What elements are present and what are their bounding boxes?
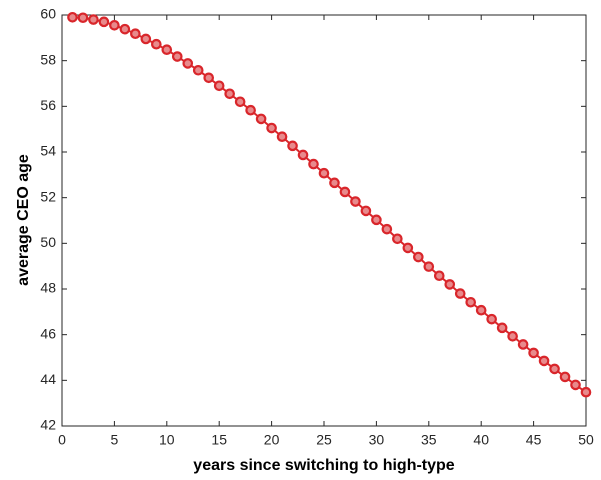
marker — [538, 355, 550, 367]
x-axis-label: years since switching to high-type — [193, 457, 454, 474]
marker — [580, 386, 592, 398]
marker — [444, 279, 456, 290]
marker — [151, 38, 162, 50]
plot-area — [61, 14, 587, 427]
y-tick-label: 60 — [40, 6, 56, 22]
x-tick-label: 5 — [111, 432, 119, 448]
marker — [517, 339, 529, 350]
x-tick-label: 40 — [473, 432, 489, 448]
y-axis-label: average CEO age — [15, 154, 32, 286]
y-tick-label: 44 — [40, 371, 56, 387]
marker — [287, 140, 298, 152]
y-tick-label: 46 — [40, 325, 56, 341]
marker — [98, 16, 110, 28]
marker — [255, 113, 267, 125]
marker — [192, 64, 204, 76]
y-tick-label: 42 — [40, 417, 56, 433]
y-tick-label: 48 — [40, 280, 56, 296]
marker — [161, 44, 173, 56]
marker — [308, 158, 319, 170]
x-tick-label: 25 — [316, 432, 332, 448]
marker — [350, 196, 361, 207]
x-tick-label: 10 — [159, 432, 175, 448]
marker — [213, 80, 225, 92]
marker — [109, 19, 120, 31]
marker — [203, 72, 215, 84]
marker — [224, 88, 235, 100]
marker — [413, 251, 424, 263]
marker — [486, 313, 497, 325]
x-tick-label: 30 — [369, 432, 385, 448]
marker — [339, 186, 351, 198]
marker — [234, 96, 246, 108]
marker — [570, 379, 581, 391]
marker — [392, 233, 403, 245]
marker — [454, 288, 466, 299]
marker — [67, 11, 78, 23]
y-tick-label: 58 — [40, 51, 56, 67]
marker — [266, 122, 277, 134]
marker — [381, 223, 393, 235]
x-tick-label: 0 — [58, 432, 66, 448]
marker — [475, 304, 487, 316]
y-tick-label: 54 — [40, 143, 56, 159]
marker — [140, 33, 152, 45]
y-tick-label: 52 — [40, 188, 56, 204]
marker — [496, 322, 508, 334]
marker — [528, 347, 539, 359]
marker — [130, 28, 141, 40]
marker — [559, 371, 571, 383]
marker — [276, 131, 288, 143]
marker — [402, 242, 414, 254]
marker — [182, 58, 194, 69]
y-tick-label: 56 — [40, 97, 56, 113]
x-tick-label: 50 — [578, 432, 594, 448]
marker — [245, 104, 256, 116]
x-tick-label: 35 — [421, 432, 437, 448]
marker — [465, 296, 477, 308]
marker — [371, 214, 382, 226]
marker — [549, 363, 560, 375]
marker — [77, 12, 89, 24]
marker — [119, 23, 131, 35]
marker — [507, 330, 518, 342]
x-tick-label: 45 — [526, 432, 542, 448]
marker — [88, 14, 99, 25]
marker — [318, 167, 330, 179]
marker — [297, 149, 309, 161]
marker — [433, 270, 445, 282]
marker — [423, 261, 435, 272]
marker — [360, 205, 372, 217]
x-tick-label: 15 — [211, 432, 227, 448]
x-tick-label: 20 — [264, 432, 280, 448]
y-tick-label: 50 — [40, 234, 56, 250]
marker — [329, 177, 340, 189]
marker — [171, 51, 183, 62]
